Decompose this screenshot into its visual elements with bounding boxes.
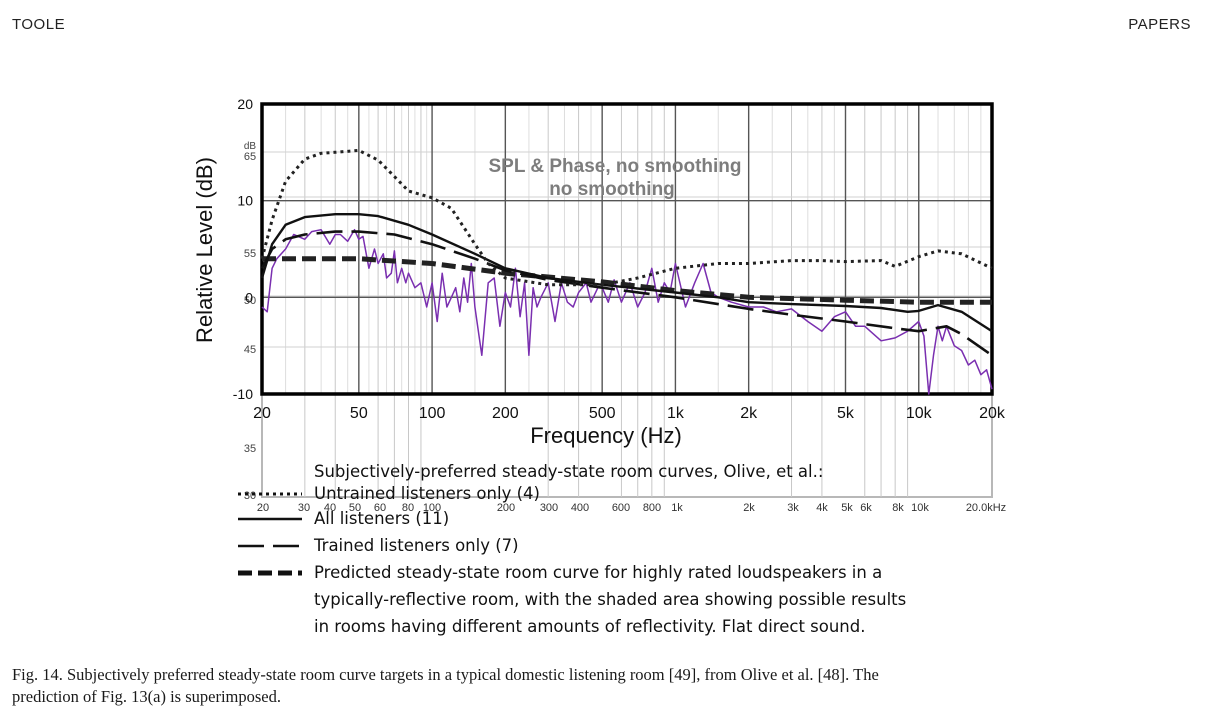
legend-entry-label: Predicted steady-state room curve for hi… — [314, 563, 882, 582]
inset-x-tick: 4k — [816, 502, 828, 514]
inset-y-tick: 30 — [244, 490, 256, 502]
figure-caption: Fig. 14. Subjectively preferred steady-s… — [12, 664, 1192, 708]
x-tick-label: 5k — [837, 405, 855, 422]
x-tick-label: 1k — [667, 405, 685, 422]
inset-y-tick: 35 — [244, 443, 256, 455]
inset-x-tick: 8k — [892, 502, 904, 514]
running-header-section: PAPERS — [1128, 16, 1191, 33]
inset-x-tick: 50 — [349, 502, 361, 514]
inset-y-tick: 65 — [244, 151, 256, 163]
x-tick-label: 2k — [740, 405, 758, 422]
x-tick-label: 200 — [492, 405, 519, 422]
inset-title-line-2: no smoothing — [549, 179, 675, 200]
inset-x-tick: 300 — [540, 502, 558, 514]
x-axis-label: Frequency (Hz) — [530, 423, 682, 448]
inset-x-tick: 600 — [612, 502, 630, 514]
inset-x-tick: 800 — [643, 502, 661, 514]
inset-x-tick: 3k — [787, 502, 799, 514]
legend-title: Subjectively-preferred steady-state room… — [314, 462, 823, 481]
inset-y-tick: 45 — [244, 344, 256, 356]
inset-x-tick: 20 — [257, 502, 269, 514]
inset-x-tick: 1k — [671, 502, 683, 514]
x-tick-label: 20k — [979, 405, 1006, 422]
x-tick-label: 100 — [419, 405, 446, 422]
x-tick-label: 50 — [350, 405, 368, 422]
inset-x-tick: 60 — [374, 502, 386, 514]
legend-entry-label: Trained listeners only (7) — [313, 536, 519, 555]
inset-y-unit: dB — [244, 141, 257, 152]
caption-line-1: Fig. 14. Subjectively preferred steady-s… — [12, 665, 879, 684]
inset-y-tick: 50 — [244, 295, 256, 307]
x-tick-label: 500 — [589, 405, 616, 422]
series-line-4 — [261, 228, 993, 395]
inset-x-tick: 40 — [324, 502, 336, 514]
legend-entry-label: in rooms having different amounts of ref… — [314, 617, 866, 636]
caption-line-2: prediction of Fig. 13(a) is superimposed… — [12, 687, 281, 706]
inset-x-tick: 30 — [298, 502, 310, 514]
legend-entry-label: typically-reflective room, with the shad… — [314, 590, 906, 609]
inset-x-tick: 10k — [911, 502, 929, 514]
inset-x-tick: 400 — [571, 502, 589, 514]
series-line-2 — [260, 230, 993, 357]
inset-x-tick: 20.0kHz — [966, 502, 1006, 514]
y-tick-label: -10 — [233, 386, 253, 402]
inset-title-line-1: SPL & Phase, no smoothing — [488, 156, 741, 177]
legend-entry-label: All listeners (11) — [314, 509, 449, 528]
inset-x-tick: 2k — [743, 502, 755, 514]
legend-entry-label: Untrained listeners only (4) — [314, 484, 540, 503]
inset-y-tick: 55 — [244, 248, 256, 260]
series-line-1 — [260, 212, 993, 333]
inset-x-tick: 80 — [402, 502, 414, 514]
y-axis-label: Relative Level (dB) — [192, 157, 217, 343]
y-tick-label: 10 — [237, 193, 253, 209]
x-tick-label: 20 — [253, 405, 271, 422]
plot-frame — [260, 102, 994, 396]
y-tick-label: 20 — [237, 96, 253, 112]
inset-x-tick: 6k — [860, 502, 872, 514]
inset-x-tick: 100 — [423, 502, 441, 514]
inset-x-tick: 5k — [841, 502, 853, 514]
series-line-0 — [260, 148, 993, 287]
y-tick-label: 0 — [245, 289, 253, 305]
inset-x-tick: 200 — [497, 502, 515, 514]
plot-background — [262, 104, 992, 394]
x-tick-label: 10k — [906, 405, 933, 422]
running-header-author: TOOLE — [12, 16, 66, 33]
series-line-3 — [262, 256, 992, 305]
